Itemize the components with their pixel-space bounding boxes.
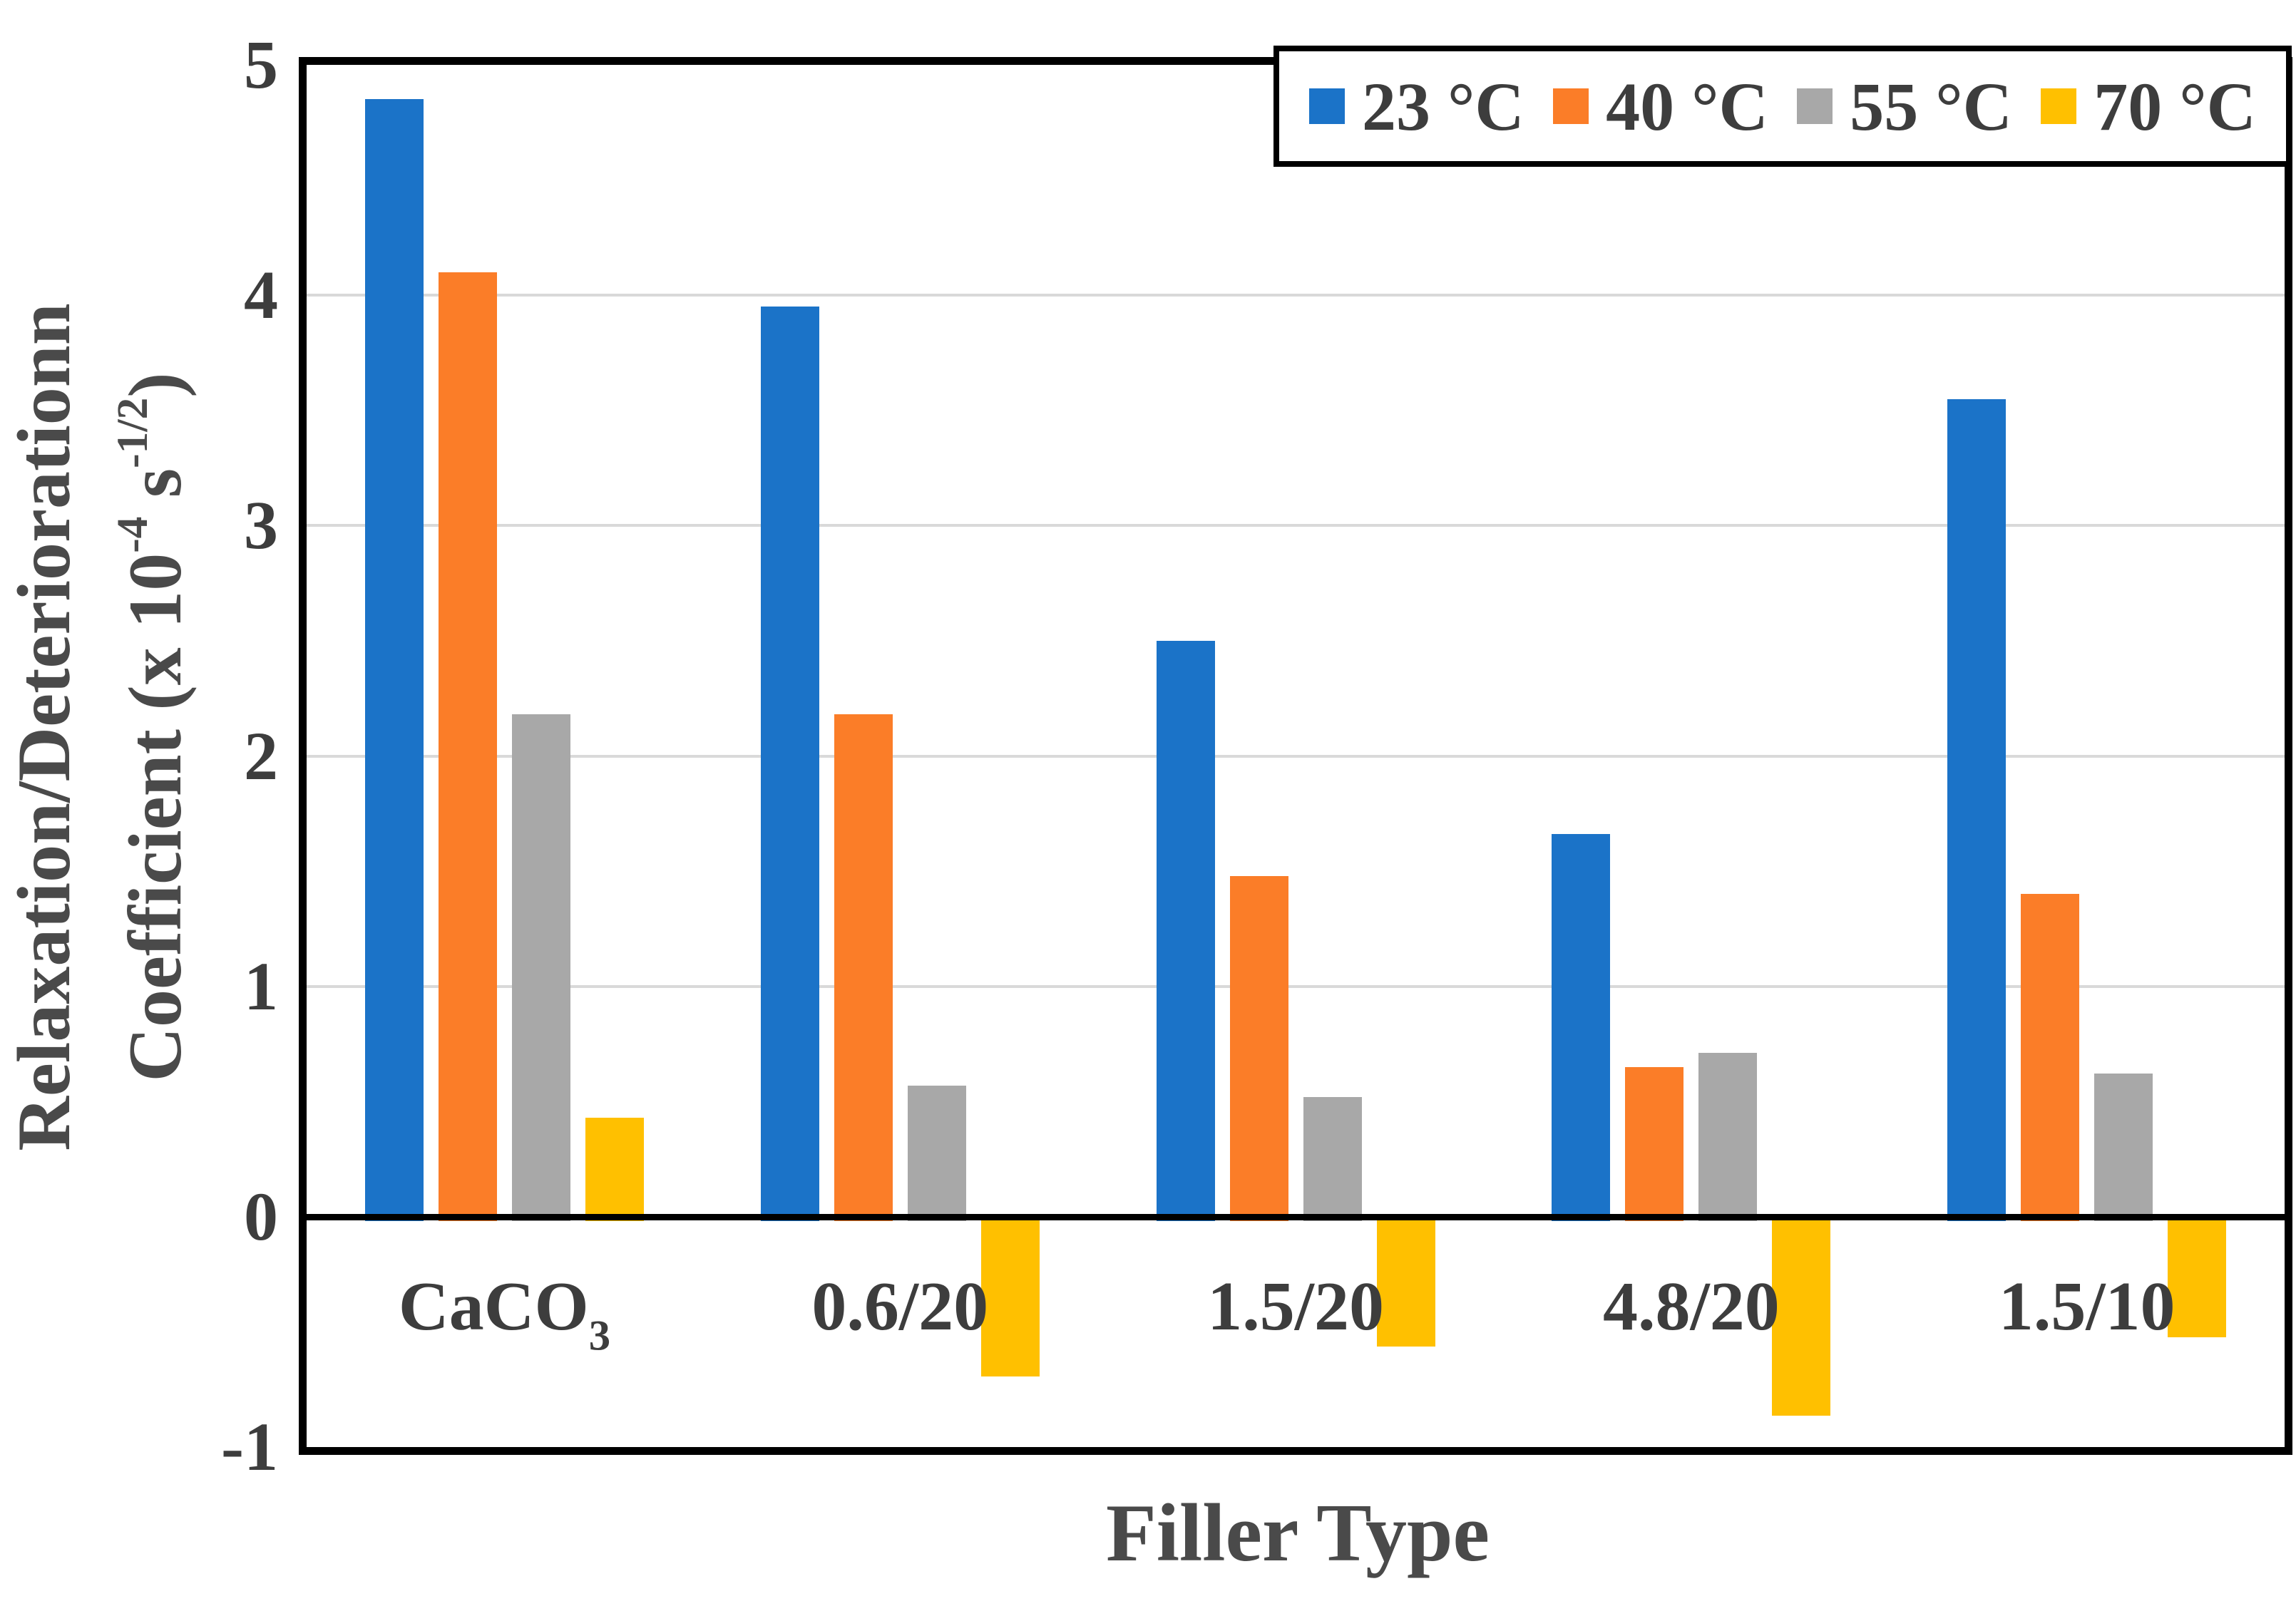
- legend-swatch-icon: [2041, 88, 2077, 124]
- y-tick-4: 4: [244, 257, 278, 334]
- x-tick-4-8-20: 4.8/20: [1603, 1268, 1780, 1345]
- legend-swatch-icon: [1309, 88, 1345, 124]
- y-tick-5: 5: [244, 26, 278, 103]
- bar-70-c-1-5-20: [1376, 1216, 1435, 1347]
- legend-swatch-icon: [1553, 88, 1589, 124]
- y-tick--1: -1: [221, 1409, 278, 1485]
- legend-item-40-c: 40 °C: [1553, 67, 1768, 146]
- x-tick-caco3: CaCO3: [398, 1268, 611, 1360]
- gridline-y3: [307, 524, 2285, 527]
- y-tick-1: 1: [244, 947, 278, 1024]
- legend-swatch-icon: [1797, 88, 1833, 124]
- superscript-exponent: -1/2: [108, 397, 157, 468]
- bar-23-c-caco3: [364, 99, 424, 1221]
- bar-55-c-0-6-20: [907, 1085, 966, 1221]
- bar-55-c-caco3: [511, 714, 570, 1221]
- bar-40-c-caco3: [438, 272, 497, 1221]
- legend-item-55-c: 55 °C: [1797, 67, 2012, 146]
- legend-label: 23 °C: [1362, 68, 1524, 145]
- bar-70-c-caco3: [585, 1117, 644, 1221]
- bar-40-c-1-5-10: [2021, 894, 2080, 1221]
- bar-40-c-4-8-20: [1625, 1066, 1684, 1221]
- y-tick-0: 0: [244, 1178, 278, 1255]
- legend-label: 55 °C: [1850, 68, 2012, 145]
- y-tick-3: 3: [244, 487, 278, 564]
- x-axis-zero-line: [303, 1213, 2288, 1220]
- legend-item-70-c: 70 °C: [2041, 67, 2256, 146]
- x-tick-0-6-20: 0.6/20: [811, 1268, 989, 1345]
- gridline-y4: [307, 294, 2285, 297]
- bar-40-c-0-6-20: [834, 714, 893, 1221]
- x-axis-title: Filler Type: [1105, 1488, 1490, 1579]
- bar-70-c-4-8-20: [1772, 1216, 1831, 1416]
- bar-23-c-0-6-20: [760, 307, 819, 1221]
- bar-23-c-1-5-20: [1156, 640, 1215, 1221]
- bar-40-c-1-5-20: [1229, 875, 1288, 1221]
- gridline-y2: [307, 754, 2285, 758]
- bar-70-c-0-6-20: [980, 1216, 1040, 1376]
- y-tick-2: 2: [244, 717, 278, 794]
- legend: 23 °C 40 °C 55 °C 70 °C: [1273, 46, 2292, 167]
- legend-label: 40 °C: [1606, 68, 1768, 145]
- subscript: 3: [588, 1312, 611, 1360]
- x-tick-1-5-10: 1.5/10: [1998, 1268, 2175, 1345]
- bar-23-c-1-5-10: [1947, 398, 2007, 1221]
- bar-55-c-1-5-10: [2094, 1074, 2153, 1221]
- legend-item-23-c: 23 °C: [1309, 67, 1524, 146]
- bar-55-c-1-5-20: [1303, 1096, 1362, 1221]
- gridline-y1: [307, 984, 2285, 988]
- bar-70-c-1-5-10: [2168, 1216, 2227, 1337]
- y-axis-title-line1: Relaxation/Deteriorationn: [2, 303, 86, 1151]
- x-tick-1-5-20: 1.5/20: [1207, 1268, 1384, 1345]
- legend-label: 70 °C: [2093, 68, 2256, 145]
- bar-23-c-4-8-20: [1552, 834, 1611, 1221]
- bar-55-c-4-8-20: [1698, 1053, 1758, 1221]
